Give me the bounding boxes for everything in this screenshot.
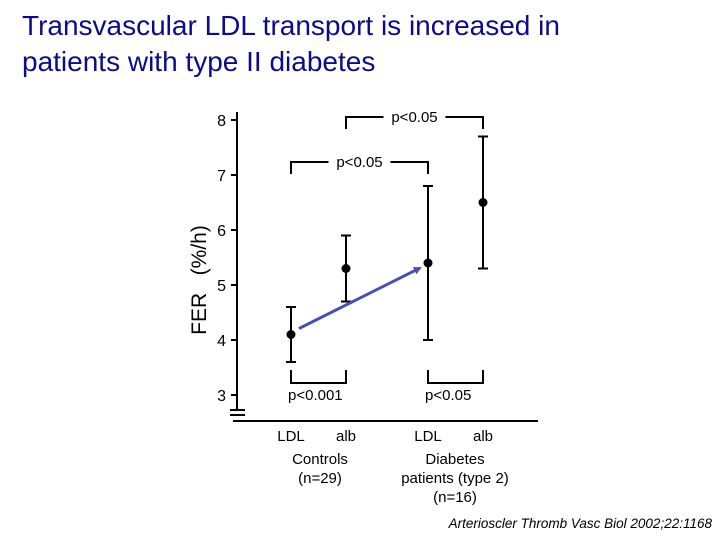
title-line-1: Transvascular LDL transport is increased… [22,10,560,41]
significance-bracket [390,161,429,174]
y-tick-label: 5 [217,278,226,295]
data-point [423,258,433,268]
citation: Arterioscler Thromb Vasc Biol 2002;22:11… [448,516,712,531]
significance-bracket [290,370,347,384]
significance-bracket [445,116,484,129]
slide-title: Transvascular LDL transport is increased… [22,8,712,80]
trend-arrow-layer [298,266,422,330]
significance-bracket [427,370,484,384]
x-category-label: LDL [277,428,305,445]
data-point [341,264,351,273]
x-group-label: Controls [292,451,348,468]
y-tick-label: 8 [217,113,226,130]
x-category-label: LDL [414,428,442,445]
x-category-label: alb [336,428,356,445]
x-group-label: Diabetes [425,451,484,468]
chart-axes [230,112,538,422]
x-group-label: (n=29) [298,470,342,487]
significance-bracket [290,161,329,174]
error-bars [286,135,488,363]
y-ticks: 3 4 5 6 7 8 [217,113,237,405]
x-group-label: (n=16) [433,489,477,506]
x-category-label: alb [473,428,493,445]
significance-label: p<0.05 [336,154,382,171]
data-point [478,198,488,207]
x-labels: LDL alb LDL alb Controls (n=29) Diabetes patien… [277,428,509,506]
significance-label: p<0.05 [391,109,437,126]
significance-brackets: p<0.001 p<0.05 p<0.05 p<0.05 [288,109,484,404]
y-tick-label: 4 [217,333,226,350]
title-line-2: patients with type II diabetes [22,46,376,77]
significance-bracket [345,116,384,129]
y-tick-label: 6 [217,223,226,240]
y-tick-label: 3 [217,388,226,405]
y-tick-label: 7 [217,168,226,185]
y-axis-label: FER (%/h) [188,225,211,335]
significance-label: p<0.05 [425,387,471,404]
data-point [286,330,296,339]
significance-label: p<0.001 [288,387,343,404]
x-group-label: patients (type 2) [401,470,509,487]
trend-arrow [298,266,422,330]
